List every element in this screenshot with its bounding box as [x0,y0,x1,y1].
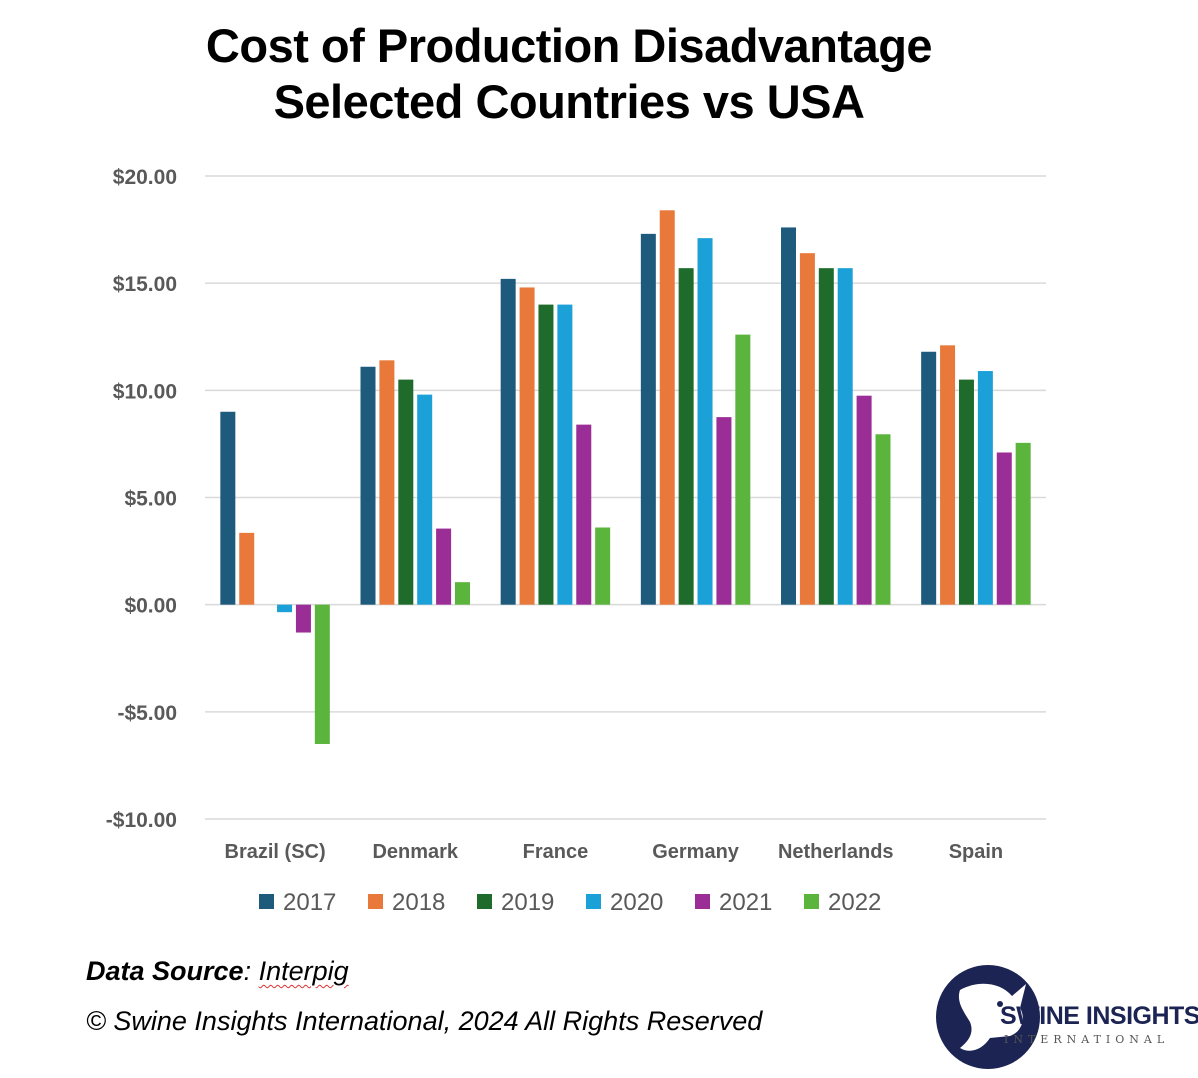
bar-2017-brazil-sc- [220,411,236,605]
bar-2017-germany [640,233,656,605]
legend-label: 2018 [392,889,445,916]
legend-swatch [368,894,383,909]
bar-2020-spain [977,371,993,605]
bar-2019-spain [958,379,974,605]
chart-title: Cost of Production Disadvantage Selected… [0,18,1138,130]
y-tick-label: -$5.00 [117,702,177,725]
bar-2019-germany [678,268,694,605]
data-source-separator: : [243,956,259,986]
bar-2019-france [538,304,554,605]
logo-wordmark: SWINE INSIGHTS [1000,1002,1198,1030]
legend-label: 2019 [501,889,554,916]
pig-head-emblem-icon [936,965,1040,1069]
y-tick-label: $5.00 [124,488,177,511]
bar-2019-denmark [398,379,414,605]
chart-title-line-1: Cost of Production Disadvantage [205,19,933,72]
bar-2017-france [500,278,516,605]
bar-2018-netherlands [799,253,815,605]
legend-label: 2021 [719,889,772,916]
logo-subtitle: INTERNATIONAL [1004,1033,1170,1046]
bars [220,210,1031,744]
bar-2020-germany [697,238,713,605]
x-category-label: Denmark [372,841,458,863]
x-category-label: Germany [652,841,740,863]
data-source-note: Data Source: Interpig [86,956,349,987]
bar-2021-germany [716,417,732,605]
legend-swatch [586,894,601,909]
swine-insights-logo: SWINE INSIGHTS INTERNATIONAL [930,962,1198,1072]
bar-2020-france [557,304,573,605]
legend-swatch [259,894,274,909]
bar-2022-brazil-sc- [314,604,330,744]
y-tick-label: -$10.00 [106,809,177,832]
bar-2019-netherlands [818,268,834,605]
bar-2022-denmark [455,582,470,605]
data-source-label: Data Source [86,956,244,986]
copyright-notice: © Swine Insights International, 2024 All… [86,1006,763,1036]
y-tick-label: $10.00 [113,380,177,403]
legend-swatch [804,894,819,909]
bar-2020-brazil-sc- [277,604,293,613]
bar-2021-france [576,424,592,605]
bar-2018-denmark [379,360,395,605]
bar-2018-brazil-sc- [239,532,255,605]
x-category-label: Brazil (SC) [225,841,326,863]
legend-label: 2022 [828,889,881,916]
data-source-value: Interpig [258,956,349,986]
bar-2018-france [519,287,535,605]
y-tick-label: $20.00 [113,166,177,189]
bar-2017-spain [921,351,937,605]
bar-2017-denmark [360,366,376,605]
bar-2020-netherlands [837,268,853,605]
bar-chart: $20.00 $15.00 $10.00 $5.00 $0.00 -$5.00 -$10.0… [106,166,1046,916]
x-category-label: France [523,841,589,863]
x-axis-category-labels: Brazil (SC) Denmark France Germany Netherlan… [225,841,1004,863]
x-category-label: Spain [949,841,1003,863]
y-tick-label: $15.00 [113,273,177,296]
bar-2022-spain [1015,442,1031,605]
legend-label: 2017 [283,889,336,916]
legend: 2017 2018 2019 2020 2021 2022 [259,889,881,916]
legend-swatch [477,894,492,909]
bar-2021-brazil-sc- [295,604,311,633]
y-axis-tick-labels: $20.00 $15.00 $10.00 $5.00 $0.00 -$5.00 -$10.0… [106,166,177,832]
bar-2021-spain [996,452,1012,605]
bar-2021-netherlands [856,395,872,605]
y-tick-label: $0.00 [124,595,177,618]
legend-swatch [695,894,710,909]
gridlines [205,175,1046,820]
bar-2022-france [595,527,611,605]
bar-2021-denmark [436,528,452,605]
x-category-label: Netherlands [778,841,894,863]
bar-2020-denmark [417,394,433,605]
legend-label: 2020 [610,889,663,916]
bar-2022-netherlands [875,434,891,605]
bar-2022-germany [735,334,751,605]
bar-2018-spain [940,345,956,605]
chart-title-line-2: Selected Countries vs USA [273,75,865,128]
bar-2018-germany [659,210,675,605]
bar-2017-netherlands [781,227,796,605]
